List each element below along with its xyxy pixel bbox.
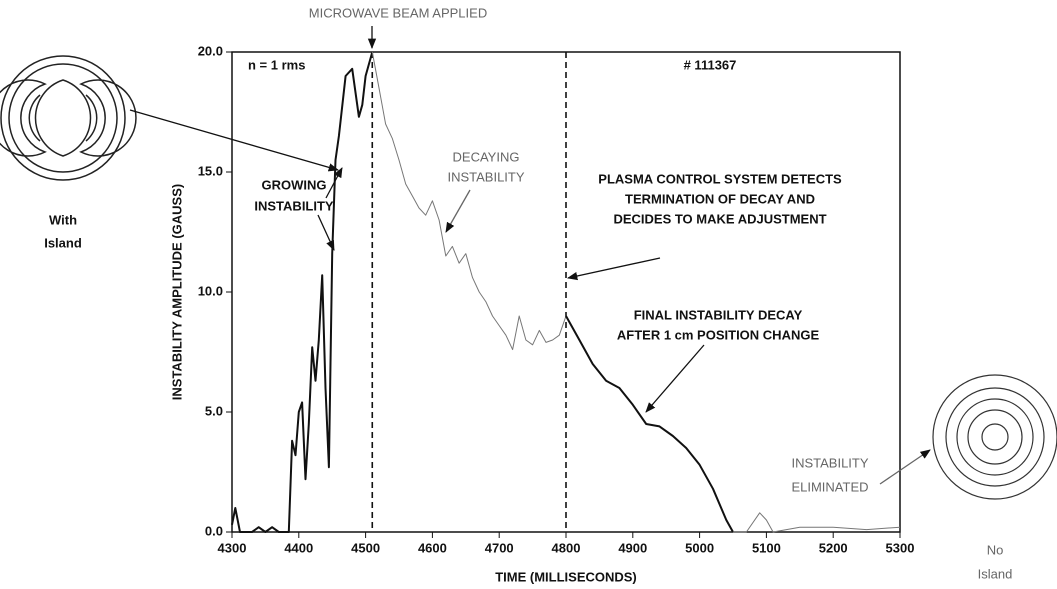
annotation: No: [987, 542, 1004, 557]
annotation: DECAYING: [453, 149, 520, 164]
y-tick-label: 5.0: [205, 403, 223, 418]
x-tick-label: 4500: [351, 540, 380, 555]
annotation: n = 1 rms: [248, 57, 305, 72]
y-tick-label: 0.0: [205, 523, 223, 538]
with-island-icon: [0, 55, 137, 181]
x-tick-label: 5100: [752, 540, 781, 555]
trace: [231, 51, 374, 533]
annotation-arrows: [129, 26, 931, 485]
annotation: GROWING: [262, 177, 327, 192]
annotation: DECIDES TO MAKE ADJUSTMENT: [613, 211, 826, 226]
annotation: # 111367: [684, 57, 737, 72]
annotation: Island: [44, 235, 82, 250]
annotation: INSTABILITY: [791, 455, 868, 470]
annotation: PLASMA CONTROL SYSTEM DETECTS: [598, 171, 842, 186]
trace: [371, 51, 567, 351]
x-tick-label: 5300: [886, 540, 915, 555]
y-tick-label: 15.0: [198, 163, 223, 178]
x-tick-label: 4700: [485, 540, 514, 555]
annotation: AFTER 1 cm POSITION CHANGE: [617, 327, 820, 342]
annotation: TERMINATION OF DECAY AND: [625, 191, 815, 206]
x-tick-label: 4300: [218, 540, 247, 555]
x-tick-label: 5000: [685, 540, 714, 555]
annotation: ELIMINATED: [791, 479, 868, 494]
x-tick-label: 4800: [552, 540, 581, 555]
y-tick-label: 10.0: [198, 283, 223, 298]
x-tick-label: 4900: [618, 540, 647, 555]
trace: [733, 512, 901, 533]
x-axis-label: TIME (MILLISECONDS): [495, 569, 637, 584]
annotation: INSTABILITY: [447, 169, 524, 184]
x-tick-label: 5200: [819, 540, 848, 555]
y-tick-label: 20.0: [198, 43, 223, 58]
annotation: MICROWAVE BEAM APPLIED: [309, 5, 487, 20]
annotation: FINAL INSTABILITY DECAY: [634, 307, 803, 322]
x-tick-label: 4400: [284, 540, 313, 555]
trace: [565, 315, 734, 533]
x-tick-label: 4600: [418, 540, 447, 555]
annotation: With: [49, 212, 77, 227]
no-island-icon: [932, 374, 1057, 500]
annotation: INSTABILITY: [254, 198, 334, 213]
y-axis-label: INSTABILITY AMPLITUDE (GAUSS): [169, 184, 184, 400]
annotation: Island: [978, 566, 1013, 581]
